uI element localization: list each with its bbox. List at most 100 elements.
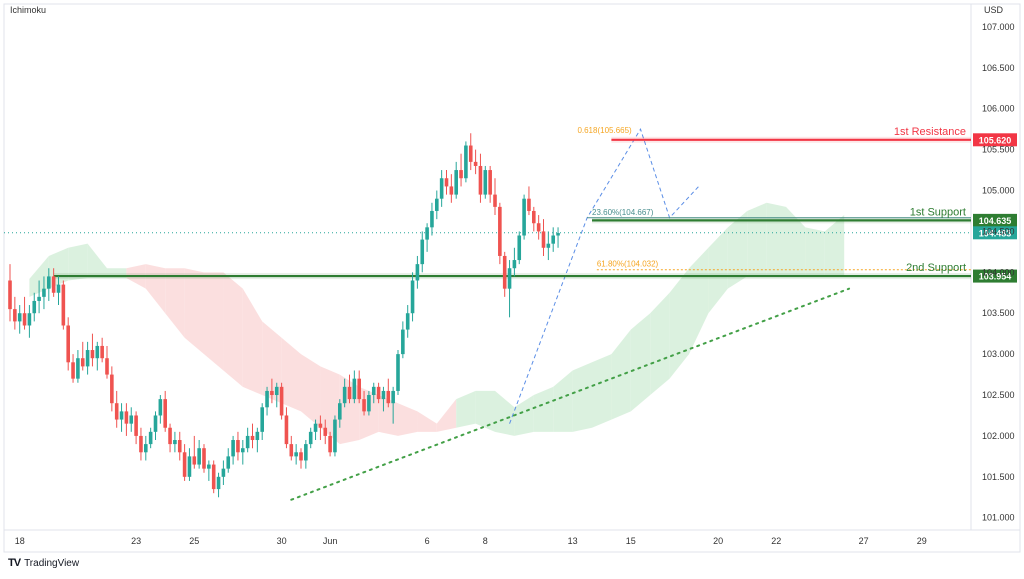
x-tick-label: 22 xyxy=(771,536,781,546)
cloud-segment xyxy=(630,313,651,412)
fibonacci-lines xyxy=(509,127,971,424)
trendline-line xyxy=(290,287,851,501)
y-tick-label: 102.000 xyxy=(982,431,1015,441)
cloud-segment xyxy=(766,202,786,277)
candle-body xyxy=(488,170,492,195)
candle-body xyxy=(110,374,114,404)
candle-body xyxy=(468,145,473,162)
cloud-segment xyxy=(204,272,224,371)
current-price-tag xyxy=(973,226,1017,240)
candle-body xyxy=(512,260,517,269)
candle-body xyxy=(313,423,318,432)
candle-body xyxy=(323,427,328,436)
candle-body xyxy=(250,435,255,441)
candle-body xyxy=(158,399,163,416)
candle-body xyxy=(260,407,264,432)
indicator-legend[interactable]: Ichimoku xyxy=(10,5,47,15)
x-tick-label: 27 xyxy=(859,536,869,546)
candle-body xyxy=(420,239,425,265)
time-axis[interactable]: 18 23 25 30 Jun 6 8 13 15 20 22 27 29 xyxy=(15,536,927,546)
candle-body xyxy=(163,399,167,428)
cloud-segment xyxy=(165,268,185,338)
candle-body xyxy=(439,178,444,199)
candle-body xyxy=(192,456,197,465)
trendline xyxy=(290,287,851,501)
candle-body xyxy=(144,444,148,453)
candle-body xyxy=(129,415,134,424)
candle-body xyxy=(299,452,303,461)
candle-body xyxy=(483,170,488,195)
y-tick-label: 105.000 xyxy=(982,186,1015,196)
candle-body xyxy=(245,435,250,449)
candle-body xyxy=(522,198,526,236)
candle-body xyxy=(430,210,434,228)
candle-body xyxy=(536,223,541,232)
candle-body xyxy=(338,403,342,420)
tradingview-logo[interactable]: TV TradingView xyxy=(8,557,79,569)
cloud-segment xyxy=(184,268,204,355)
candle-body xyxy=(444,178,449,187)
cloud-segment xyxy=(436,399,457,432)
y-tick-label: 102.500 xyxy=(982,390,1015,400)
candle-body xyxy=(85,350,90,367)
candle-body xyxy=(153,415,158,432)
candle-body xyxy=(352,378,357,400)
candle-body xyxy=(551,235,555,244)
candle-body xyxy=(274,386,279,396)
candle-body xyxy=(367,395,371,412)
cloud-segment xyxy=(747,202,767,277)
candle-body xyxy=(410,280,415,314)
candle-body xyxy=(435,198,439,211)
x-tick-label: 6 xyxy=(425,536,430,546)
cloud-segment xyxy=(145,264,166,314)
y-tick-label: 106.000 xyxy=(982,104,1015,114)
candle-body xyxy=(56,284,61,293)
ichimoku-cloud xyxy=(29,202,845,445)
cloud-segment xyxy=(824,215,845,277)
candle-body xyxy=(532,210,536,224)
candle-body xyxy=(464,145,468,179)
candle-body xyxy=(148,431,153,445)
cloud-segment xyxy=(708,227,728,314)
x-tick-label: 29 xyxy=(917,536,927,546)
candle-body xyxy=(381,390,386,400)
candle-body xyxy=(61,284,66,326)
y-tick-label: 103.000 xyxy=(982,349,1015,359)
cloud-segment xyxy=(514,395,534,436)
candle-body xyxy=(386,390,391,404)
candle-body xyxy=(13,309,17,322)
level-price-text: 104.635 xyxy=(979,216,1012,226)
y-tick-label: 101.500 xyxy=(982,472,1015,482)
candle-body xyxy=(556,233,560,236)
candle-body xyxy=(478,165,483,195)
candle-body xyxy=(17,313,22,322)
y-tick-label: 103.500 xyxy=(982,308,1015,318)
candle-body xyxy=(507,268,512,289)
cloud-segment xyxy=(805,227,825,277)
candle-body xyxy=(8,280,12,310)
level-label: 1st Support xyxy=(910,206,966,218)
candle-body xyxy=(22,313,27,326)
cloud-segment xyxy=(301,354,321,428)
candle-body xyxy=(502,255,507,289)
candle-body xyxy=(177,440,182,453)
candle-body xyxy=(347,386,352,400)
candle-body xyxy=(139,435,143,453)
cloud-segment xyxy=(475,390,495,432)
candle-body xyxy=(197,448,201,465)
annotation-labels: 1st Resistance 1st Support 2nd Support 0.61… xyxy=(577,126,966,274)
y-tick-label: 107.000 xyxy=(982,22,1015,32)
candle-body xyxy=(265,390,269,408)
candle-body xyxy=(459,170,463,179)
x-tick-label: 25 xyxy=(189,536,199,546)
x-tick-label: 20 xyxy=(713,536,723,546)
cloud-segment xyxy=(592,354,612,428)
candle-body xyxy=(80,358,85,367)
cloud-segment xyxy=(398,403,418,436)
candle-body xyxy=(279,386,284,416)
price-axis[interactable]: 105.620 104.635 103.954 104.483 107.000 106.5… xyxy=(973,22,1017,523)
candle-body xyxy=(304,444,308,461)
candle-body xyxy=(294,452,298,457)
